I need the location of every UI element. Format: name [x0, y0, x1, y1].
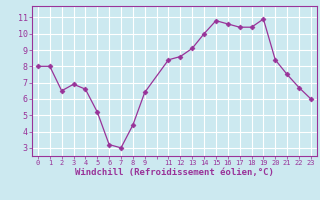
X-axis label: Windchill (Refroidissement éolien,°C): Windchill (Refroidissement éolien,°C): [75, 168, 274, 177]
